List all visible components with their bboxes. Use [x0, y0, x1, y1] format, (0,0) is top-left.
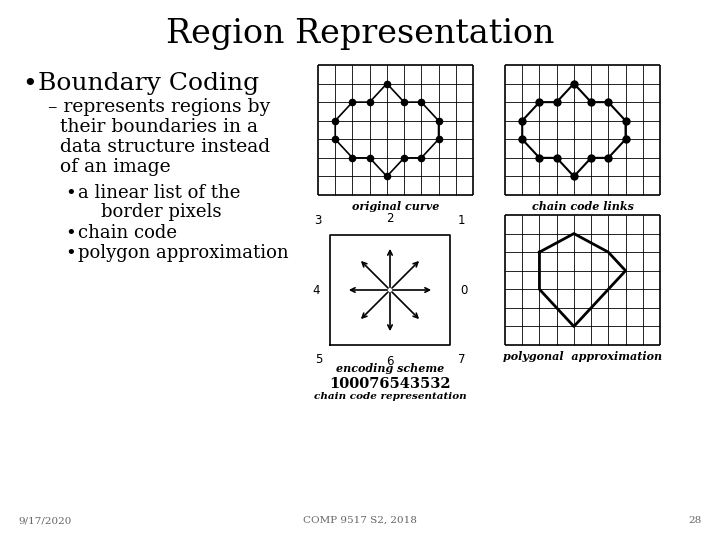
Text: chain code: chain code — [78, 224, 177, 242]
Text: •: • — [65, 244, 76, 262]
Text: 0: 0 — [460, 284, 467, 296]
Text: encoding scheme: encoding scheme — [336, 363, 444, 374]
Text: polygon approximation: polygon approximation — [78, 244, 289, 262]
Text: original curve: original curve — [352, 201, 439, 212]
Text: 3: 3 — [315, 214, 322, 227]
Text: data structure instead: data structure instead — [48, 138, 270, 156]
Text: COMP 9517 S2, 2018: COMP 9517 S2, 2018 — [303, 516, 417, 525]
Text: border pixels: border pixels — [78, 203, 222, 221]
Text: Region Representation: Region Representation — [166, 18, 554, 50]
Text: polygonal  approximation: polygonal approximation — [503, 351, 662, 362]
Text: a linear list of the: a linear list of the — [78, 184, 240, 202]
Text: of an image: of an image — [48, 158, 171, 176]
Text: 100076543532: 100076543532 — [329, 377, 451, 391]
Text: 9/17/2020: 9/17/2020 — [18, 516, 71, 525]
Text: 2: 2 — [386, 212, 394, 225]
Text: – represents regions by: – represents regions by — [48, 98, 270, 116]
Text: Boundary Coding: Boundary Coding — [38, 72, 259, 95]
Text: 5: 5 — [315, 353, 322, 366]
Text: 4: 4 — [312, 284, 320, 296]
Text: chain code representation: chain code representation — [314, 392, 467, 401]
Text: 7: 7 — [458, 353, 466, 366]
Text: 6: 6 — [386, 355, 394, 368]
Text: •: • — [65, 224, 76, 242]
Text: •: • — [65, 184, 76, 202]
Text: 28: 28 — [689, 516, 702, 525]
Text: 1: 1 — [458, 214, 466, 227]
Text: •: • — [22, 72, 37, 96]
Text: chain code links: chain code links — [531, 201, 634, 212]
Text: their boundaries in a: their boundaries in a — [48, 118, 258, 136]
